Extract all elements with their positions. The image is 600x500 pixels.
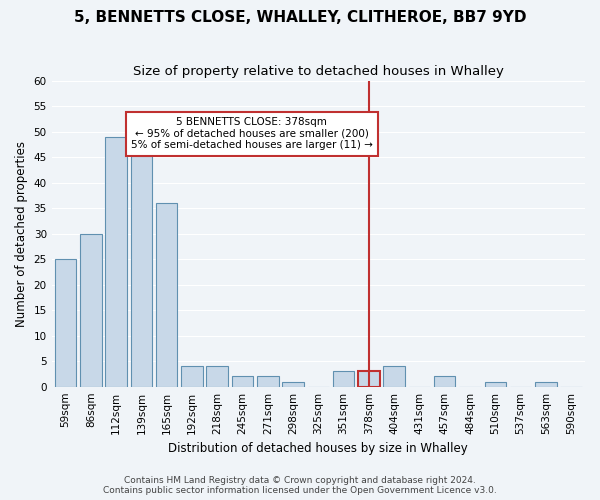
Bar [383,366,405,386]
Bar [106,136,127,386]
X-axis label: Distribution of detached houses by size in Whalley: Distribution of detached houses by size … [169,442,468,455]
Bar [283,382,304,386]
Text: 5, BENNETTS CLOSE, WHALLEY, CLITHEROE, BB7 9YD: 5, BENNETTS CLOSE, WHALLEY, CLITHEROE, B… [74,10,526,25]
Bar [434,376,455,386]
Bar [181,366,203,386]
Bar [358,372,380,386]
Bar [55,259,76,386]
Bar [80,234,101,386]
Bar [333,372,355,386]
Bar [206,366,228,386]
Bar [257,376,278,386]
Bar [485,382,506,386]
Bar [232,376,253,386]
Text: 5 BENNETTS CLOSE: 378sqm
← 95% of detached houses are smaller (200)
5% of semi-d: 5 BENNETTS CLOSE: 378sqm ← 95% of detach… [131,118,373,150]
Bar [131,152,152,386]
Text: Contains HM Land Registry data © Crown copyright and database right 2024.
Contai: Contains HM Land Registry data © Crown c… [103,476,497,495]
Bar [535,382,557,386]
Y-axis label: Number of detached properties: Number of detached properties [15,140,28,326]
Bar [156,203,178,386]
Title: Size of property relative to detached houses in Whalley: Size of property relative to detached ho… [133,65,504,78]
